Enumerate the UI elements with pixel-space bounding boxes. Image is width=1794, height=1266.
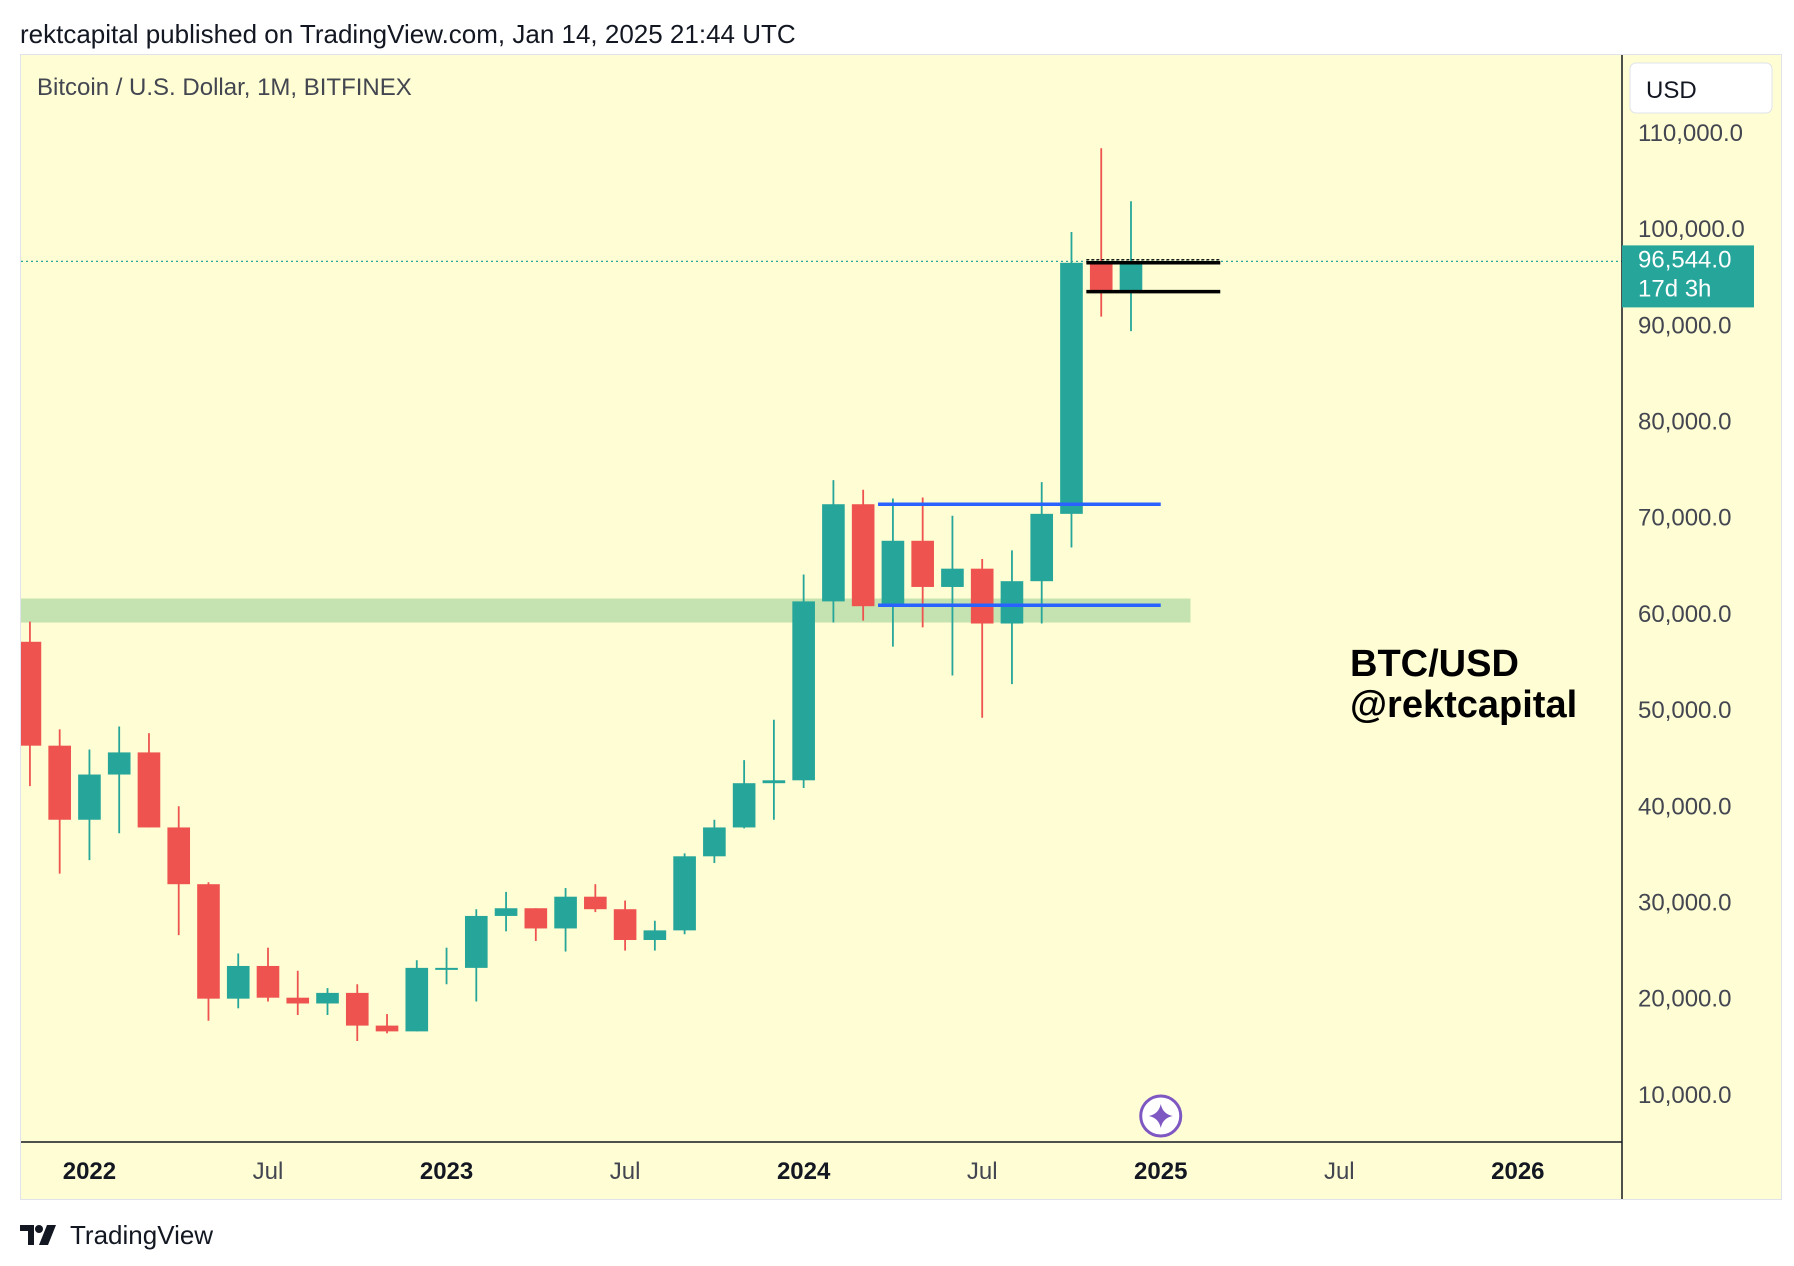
candle-body[interactable] [316, 992, 339, 1004]
candle-body[interactable] [78, 774, 101, 820]
candle-body[interactable] [197, 884, 220, 999]
chart-frame[interactable]: Bitcoin / U.S. Dollar, 1M, BITFINEX USD … [20, 54, 1782, 1200]
tradingview-footer[interactable]: TradingView [20, 1218, 213, 1252]
candle-body[interactable] [941, 568, 964, 587]
candle-body[interactable] [613, 909, 637, 940]
candle-body[interactable] [21, 641, 42, 746]
chart-title: Bitcoin / U.S. Dollar, 1M, BITFINEX [37, 74, 412, 101]
time-tick-label: 2023 [420, 1158, 473, 1185]
candle-body[interactable] [584, 896, 607, 910]
time-tick-label: Jul [610, 1158, 641, 1185]
candle-body[interactable] [286, 997, 310, 1004]
candle-body[interactable] [762, 780, 786, 784]
candle-body[interactable] [673, 856, 696, 931]
bar-countdown: 17d 3h [1638, 275, 1711, 302]
candle-body[interactable] [494, 908, 518, 916]
candle-body[interactable] [107, 752, 131, 775]
candle-body[interactable] [822, 504, 845, 602]
last-price-value: 96,544.0 [1638, 246, 1731, 273]
time-tick-label: Jul [967, 1158, 998, 1185]
candle-body[interactable] [970, 568, 994, 624]
price-tick-label: 50,000.0 [1638, 697, 1731, 724]
time-tick-label: 2024 [777, 1158, 831, 1185]
support-zone[interactable] [21, 598, 1191, 623]
price-tick-label: 40,000.0 [1638, 793, 1731, 820]
tradingview-logo-icon [20, 1225, 56, 1245]
time-scale-background[interactable] [21, 1142, 1622, 1200]
candle-body[interactable] [851, 504, 875, 607]
price-tick-label: 110,000.0 [1638, 120, 1743, 147]
candle-body[interactable] [167, 827, 191, 885]
candle-body[interactable] [792, 601, 815, 781]
price-tick-label: 10,000.0 [1638, 1082, 1731, 1109]
candle-body[interactable] [554, 896, 577, 929]
candle-body[interactable] [732, 783, 756, 828]
candle-body[interactable] [375, 1025, 399, 1032]
price-chart[interactable]: Bitcoin / U.S. Dollar, 1M, BITFINEX USD … [21, 55, 1782, 1200]
price-tick-label: 100,000.0 [1638, 216, 1745, 243]
candle-body[interactable] [703, 827, 726, 857]
candle-body[interactable] [137, 752, 161, 828]
price-tick-label: 70,000.0 [1638, 505, 1731, 532]
candle-body[interactable] [643, 930, 667, 940]
candle-body[interactable] [1000, 581, 1024, 624]
candle-body[interactable] [48, 745, 71, 820]
candle-body[interactable] [405, 967, 429, 1032]
time-tick-label: 2026 [1491, 1158, 1544, 1185]
price-tick-label: 80,000.0 [1638, 409, 1731, 436]
candle-body[interactable] [881, 540, 905, 607]
price-tick-label: 20,000.0 [1638, 986, 1731, 1013]
watermark-pair: BTC/USD [1350, 643, 1519, 685]
currency-button[interactable]: USD [1629, 62, 1773, 114]
last-price-tag [1622, 245, 1754, 308]
sparkle-icon [1148, 1104, 1173, 1128]
tradingview-brand: TradingView [70, 1219, 214, 1250]
time-tick-label: 2022 [63, 1158, 116, 1185]
candle-body[interactable] [464, 915, 488, 968]
published-caption: rektcapital published on TradingView.com… [20, 19, 796, 49]
time-tick-label: Jul [1324, 1158, 1355, 1185]
candle-body[interactable] [256, 965, 280, 998]
candle-body[interactable] [1060, 262, 1083, 514]
price-tick-label: 30,000.0 [1638, 890, 1731, 917]
candle-body[interactable] [1119, 261, 1143, 292]
event-marker-icon[interactable] [1139, 1094, 1183, 1138]
price-tick-label: 90,000.0 [1638, 312, 1731, 339]
currency-button-label[interactable]: USD [1646, 77, 1697, 104]
candle-body[interactable] [911, 540, 934, 587]
candle-body[interactable] [435, 967, 458, 970]
watermark-author: @rektcapital [1350, 684, 1577, 726]
candle-body[interactable] [226, 965, 250, 999]
candle-body[interactable] [345, 992, 369, 1026]
time-tick-label: 2025 [1134, 1158, 1187, 1185]
time-tick-label: Jul [253, 1158, 284, 1185]
candle-body[interactable] [524, 908, 548, 929]
price-tick-label: 60,000.0 [1638, 601, 1731, 628]
candle-body[interactable] [1030, 513, 1054, 582]
candle-body[interactable] [1089, 262, 1113, 292]
